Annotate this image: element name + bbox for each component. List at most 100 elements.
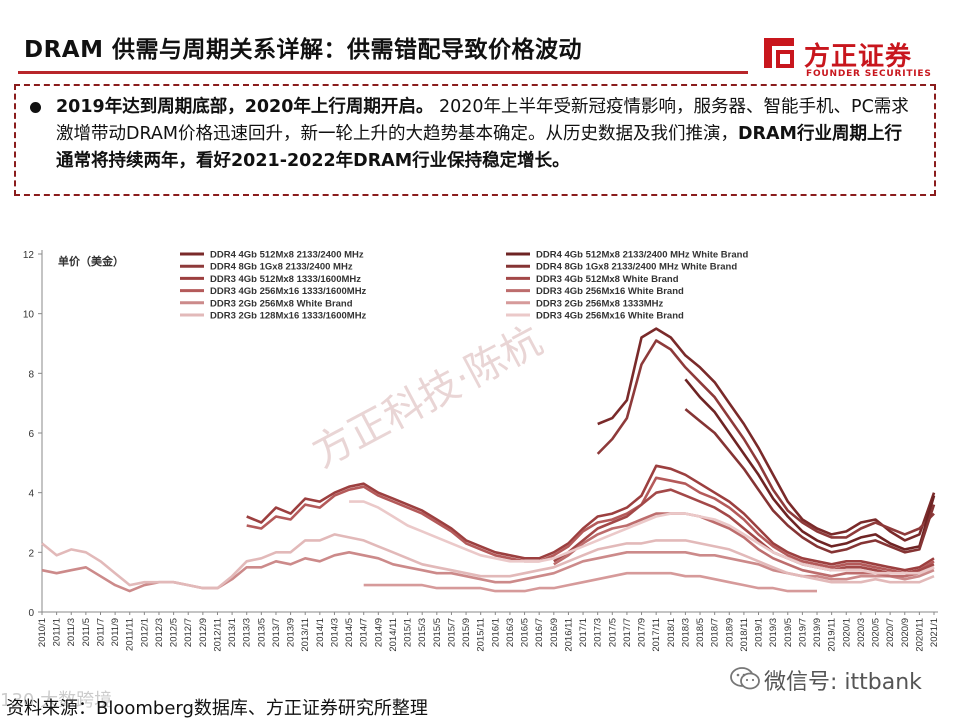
legend-label-0: DDR4 4Gb 512Mx8 2133/2400 MHz bbox=[210, 250, 364, 261]
x-tick-label: 2014/3 bbox=[329, 618, 340, 647]
summary-box: 2019年达到周期底部，2020年上行周期开启。 2020年上半年受新冠疫情影响… bbox=[14, 84, 936, 196]
x-tick-label: 2019/7 bbox=[797, 618, 808, 647]
x-tick-label: 2016/11 bbox=[563, 618, 574, 652]
x-tick-label: 2020/9 bbox=[900, 618, 911, 647]
x-tick-label: 2018/9 bbox=[724, 618, 735, 647]
legend-label-7: DDR4 8Gb 1Gx8 2133/2400 MHz White Brand bbox=[536, 262, 737, 273]
y-tick-label: 2 bbox=[28, 548, 34, 559]
series-line-2 bbox=[246, 464, 935, 572]
x-tick-label: 2019/5 bbox=[783, 618, 794, 647]
x-tick-label: 2015/9 bbox=[461, 618, 472, 647]
x-tick-label: 2020/11 bbox=[914, 618, 925, 652]
x-tick-label: 2012/3 bbox=[154, 618, 165, 647]
x-tick-label: 2014/9 bbox=[373, 618, 384, 647]
series-line-11 bbox=[349, 500, 935, 575]
x-tick-label: 2011/11 bbox=[125, 618, 136, 651]
series-line-0 bbox=[597, 327, 936, 542]
x-tick-label: 2016/9 bbox=[549, 618, 560, 647]
page-title: DRAM 供需与周期关系详解：供需错配导致价格波动 bbox=[24, 37, 582, 63]
summary-text: 2019年达到周期底部，2020年上行周期开启。 2020年上半年受新冠疫情影响… bbox=[56, 94, 912, 175]
y-tick-label: 0 bbox=[28, 608, 34, 619]
wechat-id: 微信号: ittbank bbox=[764, 670, 922, 695]
x-tick-label: 2021/1 bbox=[929, 618, 940, 647]
x-tick-label: 2017/5 bbox=[607, 618, 618, 647]
x-tick-label: 2012/7 bbox=[183, 618, 194, 647]
series-line-5 bbox=[41, 533, 935, 590]
summary-lead: 2019年达到周期底部，2020年上行周期开启。 bbox=[56, 97, 434, 117]
x-tick-label: 2016/5 bbox=[520, 618, 531, 647]
x-tick-label: 2014/7 bbox=[359, 618, 370, 647]
x-tick-label: 2016/7 bbox=[534, 618, 545, 647]
x-tick-label: 2014/5 bbox=[344, 618, 355, 647]
legend-label-4: DDR3 2Gb 256Mx8 White Brand bbox=[210, 298, 353, 309]
x-tick-label: 2018/7 bbox=[710, 618, 721, 647]
x-tick-label: 2018/1 bbox=[666, 618, 677, 647]
x-tick-label: 2015/5 bbox=[432, 618, 443, 647]
x-tick-label: 2015/3 bbox=[417, 618, 428, 647]
y-tick-label: 4 bbox=[28, 489, 34, 500]
x-tick-label: 2011/5 bbox=[81, 618, 92, 646]
series-line-8 bbox=[553, 488, 935, 575]
x-tick-label: 2016/3 bbox=[505, 618, 516, 647]
x-tick-label: 2017/3 bbox=[593, 618, 604, 647]
founder-logo-icon bbox=[764, 38, 794, 68]
legend-label-5: DDR3 2Gb 128Mx16 1333/1600MHz bbox=[210, 311, 367, 322]
x-tick-label: 2020/3 bbox=[856, 618, 867, 647]
legend-label-1: DDR4 8Gb 1Gx8 2133/2400 MHz bbox=[210, 262, 353, 273]
x-tick-label: 2020/1 bbox=[841, 618, 852, 647]
x-tick-label: 2013/5 bbox=[256, 618, 267, 647]
legend-label-2: DDR3 4Gb 512Mx8 1333/1600MHz bbox=[210, 274, 361, 285]
source-note: 资料来源：Bloomberg数据库、方正证券研究所整理 bbox=[6, 698, 428, 719]
x-tick-label: 2015/7 bbox=[446, 618, 457, 647]
x-tick-label: 2014/1 bbox=[315, 618, 326, 647]
x-tick-label: 2017/11 bbox=[651, 618, 662, 652]
x-tick-label: 2010/1 bbox=[37, 618, 48, 647]
series-line-3 bbox=[246, 476, 935, 575]
legend-label-11: DDR3 4Gb 256Mx16 White Brand bbox=[536, 311, 684, 322]
x-tick-label: 2012/11 bbox=[212, 618, 223, 652]
legend-label-10: DDR3 2Gb 256Mx8 1333MHz bbox=[536, 298, 663, 309]
x-tick-label: 2014/11 bbox=[388, 618, 399, 652]
legend-label-9: DDR3 4Gb 256Mx16 White Brand bbox=[536, 286, 684, 297]
x-tick-label: 2012/1 bbox=[139, 618, 150, 647]
y-axis-title: 单价（美金） bbox=[58, 254, 124, 268]
x-tick-label: 2019/3 bbox=[768, 618, 779, 647]
x-tick-label: 2020/5 bbox=[871, 618, 882, 647]
x-tick-label: 2015/11 bbox=[476, 618, 487, 652]
x-tick-label: 2011/9 bbox=[110, 618, 121, 646]
x-tick-label: 2012/9 bbox=[198, 618, 209, 647]
series-line-10 bbox=[363, 571, 817, 593]
x-tick-label: 2013/1 bbox=[227, 618, 238, 647]
x-tick-label: 2015/1 bbox=[403, 618, 414, 647]
x-tick-label: 2018/5 bbox=[695, 618, 706, 647]
y-tick-label: 8 bbox=[28, 369, 34, 380]
wechat-badge: 微信号: ittbank bbox=[730, 660, 940, 696]
bullet-dot-icon bbox=[30, 102, 41, 113]
summary-body: 2020年上半年受新冠疫情影响，服务器、智能手机、PC需求激增带动DRAM价格迅… bbox=[56, 97, 909, 144]
legend-label-6: DDR4 4Gb 512Mx8 2133/2400 MHz White Bran… bbox=[536, 250, 748, 261]
x-tick-label: 2011/7 bbox=[95, 618, 106, 646]
wechat-icon bbox=[730, 667, 760, 690]
x-tick-label: 2017/9 bbox=[637, 618, 648, 647]
legend-label-8: DDR3 4Gb 512Mx8 White Brand bbox=[536, 274, 679, 285]
x-tick-label: 2017/7 bbox=[622, 618, 633, 647]
logo-english-name: FOUNDER SECURITIES bbox=[806, 69, 932, 79]
x-tick-label: 2018/3 bbox=[680, 618, 691, 647]
y-tick-label: 6 bbox=[28, 429, 34, 440]
series-line-1 bbox=[596, 339, 935, 539]
x-tick-label: 2017/1 bbox=[578, 618, 589, 647]
x-tick-label: 2011/3 bbox=[66, 618, 77, 646]
series-line-6 bbox=[684, 378, 936, 551]
y-tick-label: 12 bbox=[23, 250, 35, 261]
y-tick-label: 10 bbox=[23, 310, 35, 321]
x-tick-label: 2019/1 bbox=[754, 618, 765, 647]
brand-logo: 方正证券 FOUNDER SECURITIES bbox=[762, 36, 942, 80]
corner-watermark: 130 大数跨境 bbox=[0, 690, 113, 711]
x-tick-label: 2011/1 bbox=[52, 618, 63, 646]
x-tick-label: 2020/7 bbox=[885, 618, 896, 647]
x-tick-label: 2013/7 bbox=[271, 618, 282, 647]
x-tick-label: 2013/11 bbox=[300, 618, 311, 652]
x-tick-label: 2013/3 bbox=[242, 618, 253, 647]
x-tick-label: 2012/5 bbox=[169, 618, 180, 647]
x-tick-label: 2018/11 bbox=[739, 618, 750, 652]
